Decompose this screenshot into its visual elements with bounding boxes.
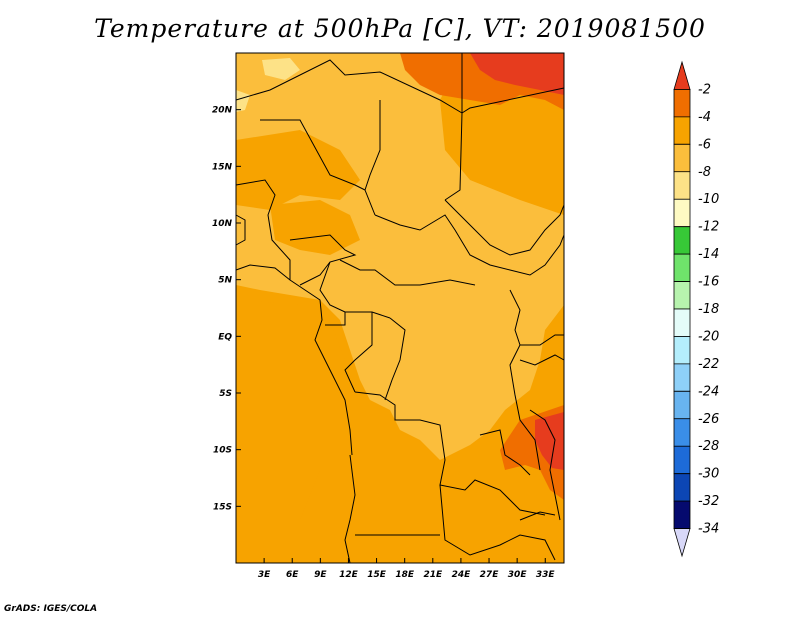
border-line (354, 391, 546, 516)
y-tick-label: 20N (212, 106, 233, 116)
border-line (344, 454, 356, 564)
colorbar-label: -26 (698, 412, 719, 427)
field-region-sahara-2 (270, 200, 360, 255)
border-line (519, 354, 565, 366)
y-tick-label: 5S (219, 389, 232, 399)
map-axes: 3E 6E 9E 12E 15E 18E 21E 24E 27E 30E 33E 20N 15N 10N 5… (212, 106, 556, 580)
border-line (520, 334, 564, 346)
border-line (364, 100, 381, 216)
colorbar-swatch (673, 336, 691, 365)
colorbar-swatch (673, 143, 691, 173)
colorbar-swatch (673, 171, 691, 200)
colorbar-label: -10 (698, 192, 719, 207)
x-tick-label: 15E (367, 570, 387, 580)
x-tick-label: 27E (480, 570, 500, 580)
border-line (509, 289, 541, 471)
colorbar: -2 -4 -6 -8 -10 -12 -14 -16 -18 -20 -22 -24 -26 -28 -3… (673, 60, 719, 558)
border-line (444, 53, 463, 201)
colorbar-swatch (673, 528, 691, 558)
y-tick-label: 5N (218, 276, 232, 286)
colorbar-swatch (673, 363, 691, 392)
colorbar-label: -30 (698, 467, 719, 482)
colorbar-swatch (673, 226, 691, 255)
border-line (235, 214, 246, 246)
border-line (374, 214, 565, 276)
x-tick-label: 21E (423, 570, 443, 580)
colorbar-swatch (673, 198, 691, 228)
border-line (339, 259, 476, 286)
y-tick-label: 10N (212, 219, 233, 229)
colorbar-swatch (673, 445, 691, 475)
colorbar-swatch (673, 281, 691, 310)
colorbar-label: -2 (698, 82, 711, 97)
y-tick-label: EQ (218, 332, 232, 342)
border-line (260, 119, 366, 191)
border-line (384, 317, 406, 401)
border-line (439, 484, 556, 561)
x-tick-label: 30E (508, 570, 528, 580)
credit-text: GrADS: IGES/COLA (4, 604, 98, 614)
borders (235, 53, 565, 564)
field-region-sahara (236, 130, 360, 210)
field-region-cool (262, 58, 300, 80)
border-line (461, 87, 565, 114)
field-region-northeast-hot (470, 53, 564, 95)
border-line (519, 511, 556, 521)
colorbar-swatch (673, 308, 691, 337)
colorbar-label: -16 (698, 275, 719, 290)
colorbar-swatch (673, 500, 691, 529)
colorbar-label: -22 (698, 357, 719, 372)
colorbar-label: -20 (698, 329, 719, 344)
colorbar-swatch (673, 89, 691, 118)
colorbar-label: -4 (698, 110, 711, 125)
x-tick-label: 6E (286, 570, 299, 580)
colorbar-label: -18 (698, 302, 719, 317)
plot-frame (235, 52, 565, 564)
colorbar-label: -14 (698, 247, 719, 262)
x-tick-label: 9E (314, 570, 327, 580)
colorbar-label: -28 (698, 439, 719, 454)
field-region-cool-2 (236, 90, 250, 112)
x-tick-label: 18E (395, 570, 415, 580)
colorbar-label: -34 (698, 522, 719, 537)
colorbar-label: -12 (698, 220, 719, 235)
y-tick-label: 10S (213, 446, 232, 456)
border-line (235, 264, 353, 456)
y-tick-label: 15S (213, 502, 232, 512)
colorbar-swatch (673, 418, 691, 447)
border-line (235, 179, 291, 280)
colorbar-swatch (673, 473, 691, 502)
border-line (479, 429, 531, 476)
x-tick-label: 3E (258, 570, 271, 580)
colorbar-swatch (673, 116, 691, 145)
border-line (235, 59, 463, 114)
colorbar-swatch (673, 390, 691, 420)
colorbar-label: -6 (698, 137, 711, 152)
x-tick-label: 24E (452, 570, 472, 580)
colorbar-label: -32 (698, 494, 719, 509)
colorbar-swatch (673, 253, 691, 282)
border-line (319, 261, 391, 319)
field-region-west (236, 300, 355, 520)
colorbar-label: -24 (698, 384, 719, 399)
map-field (236, 53, 564, 563)
page-title: Temperature at 500hPa [C], VT: 201908150… (94, 14, 706, 43)
border-line (444, 199, 565, 256)
y-tick-label: 15N (212, 162, 233, 172)
colorbar-label: -8 (698, 165, 711, 180)
border-line (344, 312, 373, 393)
border-line (289, 234, 357, 286)
x-tick-label: 33E (536, 570, 556, 580)
colorbar-swatch (673, 60, 691, 90)
x-tick-label: 12E (339, 570, 359, 580)
field-region-southeast-hot (535, 412, 564, 470)
border-line (529, 409, 561, 521)
border-line (325, 312, 346, 326)
